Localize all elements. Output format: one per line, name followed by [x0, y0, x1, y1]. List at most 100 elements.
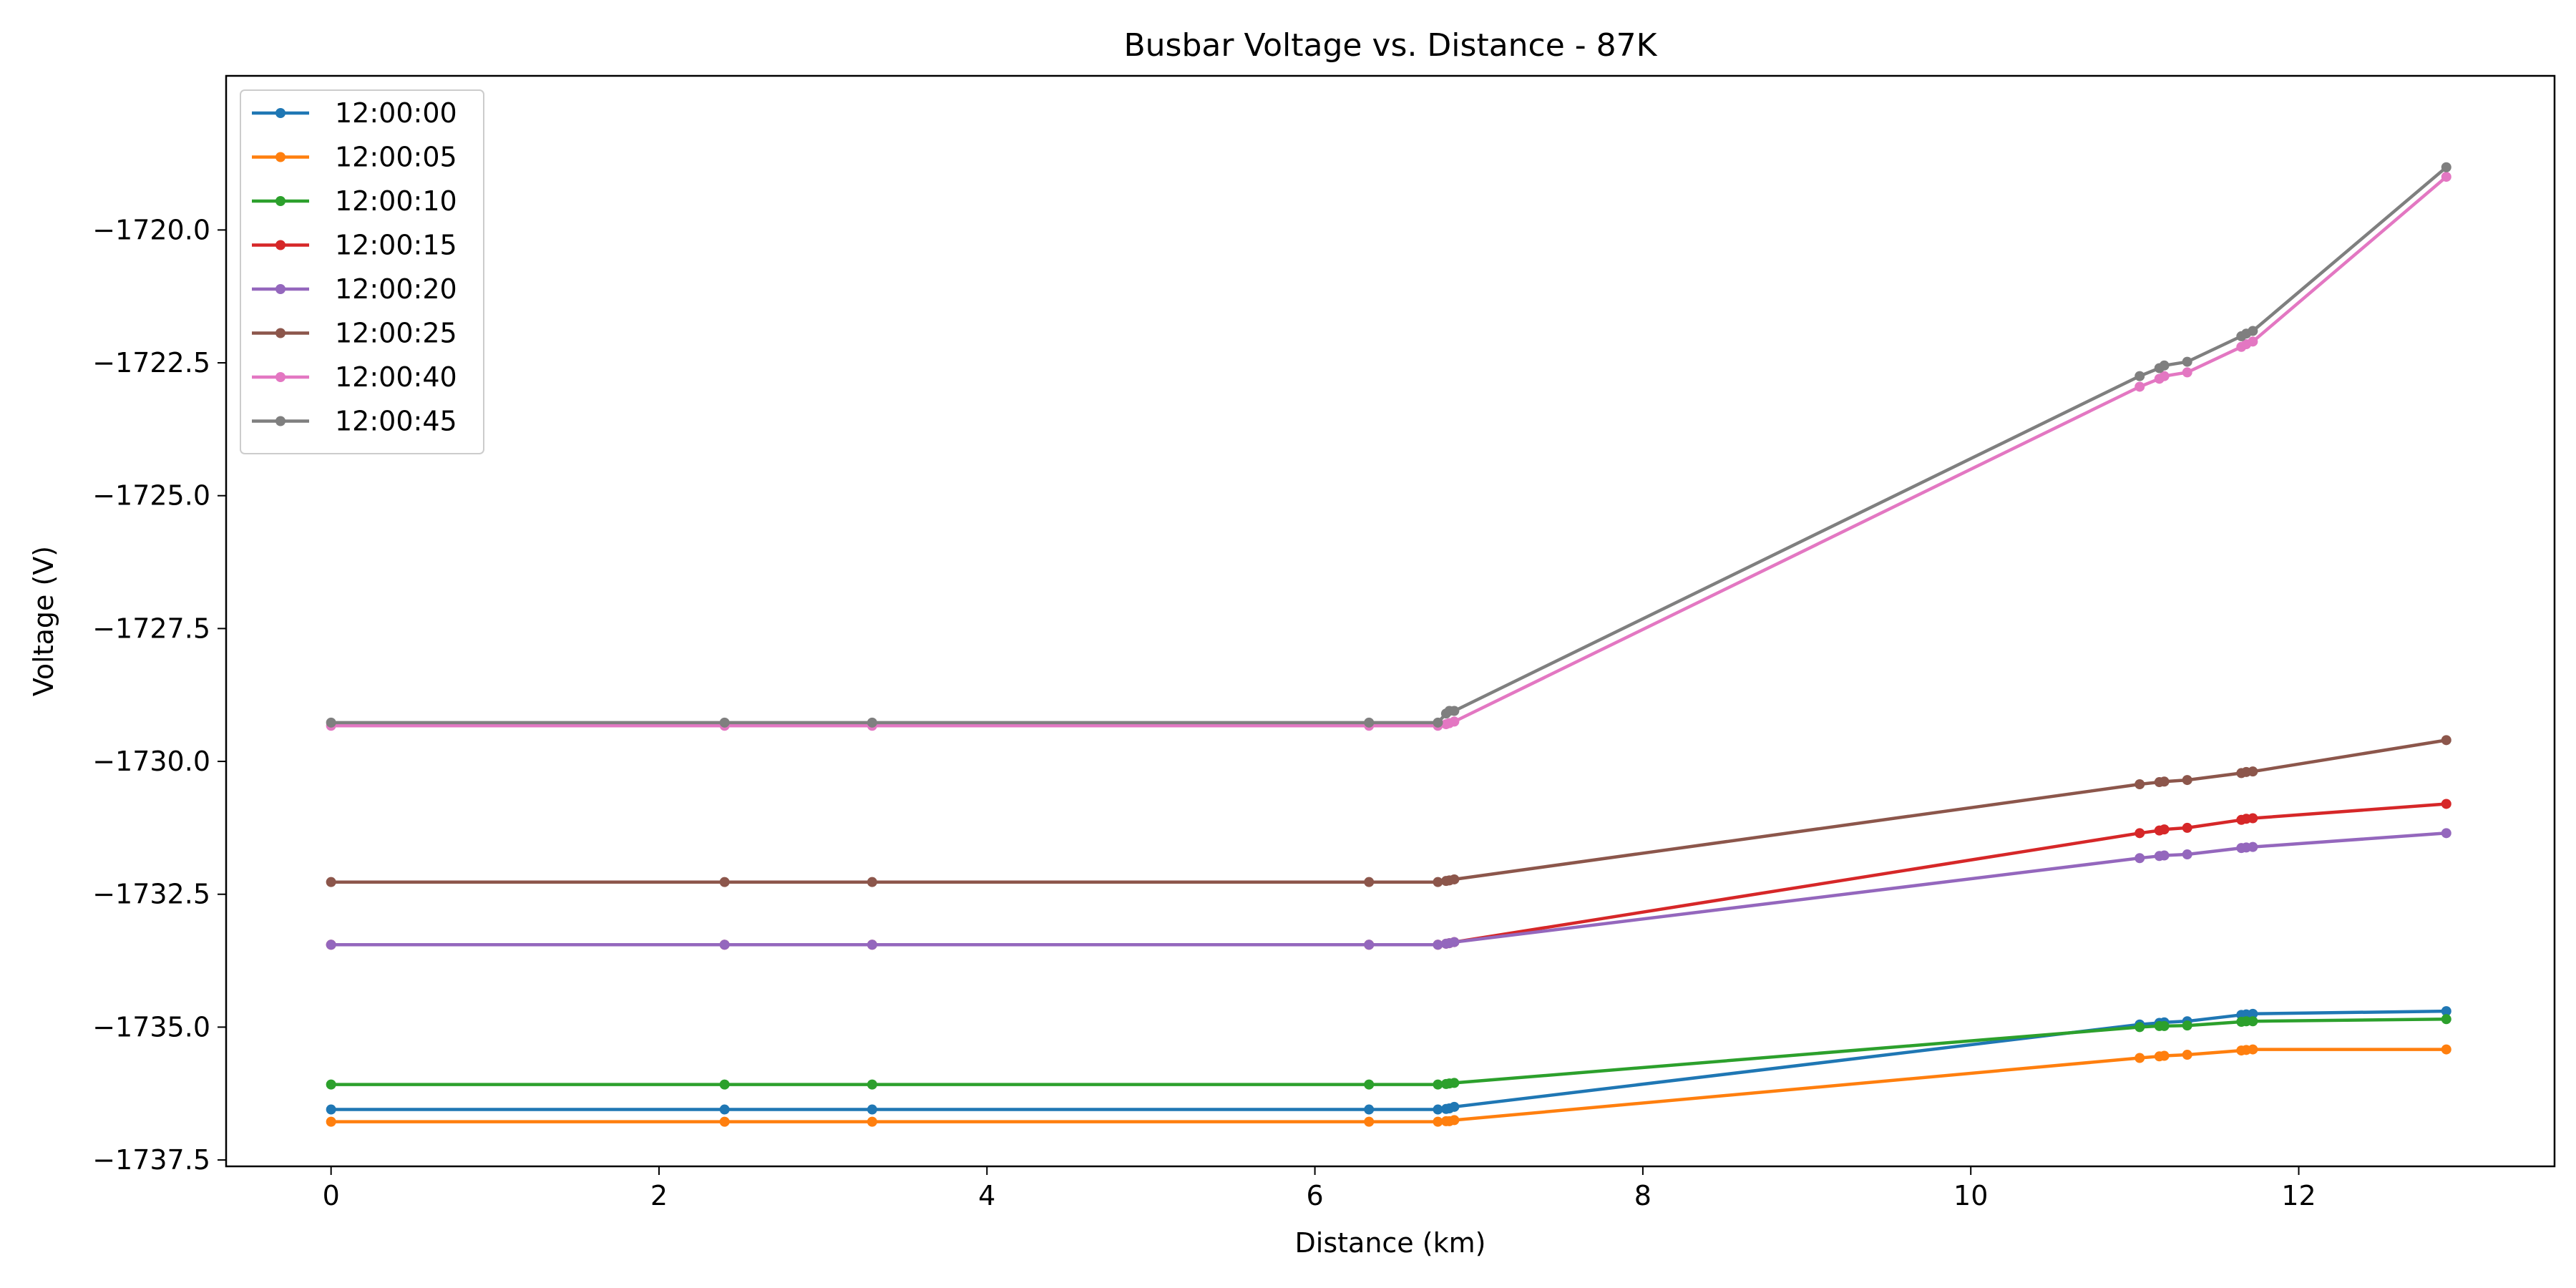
series-line	[331, 175, 2448, 728]
data-point	[326, 1104, 336, 1115]
data-point	[1433, 877, 1443, 887]
data-point	[326, 1079, 336, 1090]
plot-frame	[225, 74, 2556, 1168]
legend-label: 12:00:20	[335, 273, 457, 305]
data-point	[1449, 706, 1460, 716]
data-point	[2441, 799, 2451, 809]
legend-item: 12:00:15	[252, 230, 457, 261]
legend-marker	[275, 372, 286, 382]
data-point	[2159, 850, 2170, 861]
data-point	[2441, 162, 2451, 172]
data-point	[2182, 822, 2192, 833]
data-point	[867, 717, 877, 728]
series-12:00:00	[326, 1006, 2451, 1115]
x-tick-label: 12	[2281, 1180, 2316, 1211]
legend-marker	[275, 328, 286, 338]
legend-marker	[275, 240, 286, 250]
legend-marker	[275, 416, 286, 426]
data-point	[719, 877, 730, 887]
data-point	[1364, 717, 1375, 728]
data-point	[326, 940, 336, 950]
data-point	[2159, 824, 2170, 835]
x-tick-label: 8	[1634, 1180, 1652, 1211]
data-point	[2441, 172, 2451, 182]
series-line	[331, 831, 2446, 947]
data-point	[1449, 1115, 1460, 1126]
series-line	[331, 165, 2448, 725]
data-point	[2248, 766, 2258, 777]
data-point	[1449, 874, 1460, 884]
series-line	[331, 802, 2446, 947]
data-point	[2159, 371, 2170, 381]
data-point	[867, 940, 877, 950]
data-point	[719, 940, 730, 950]
x-tick-label: 4	[978, 1180, 995, 1211]
data-point	[326, 1116, 336, 1127]
data-point	[1449, 1078, 1460, 1088]
data-point	[2159, 1050, 2170, 1061]
x-tick-label: 0	[323, 1180, 340, 1211]
data-point	[1449, 937, 1460, 947]
data-point	[2182, 367, 2192, 378]
data-point	[1364, 1116, 1375, 1127]
data-point	[2182, 849, 2192, 860]
legend-item: 12:00:10	[252, 185, 457, 217]
series-12:00:40	[326, 172, 2451, 731]
data-point	[1433, 1104, 1443, 1115]
data-point	[1364, 877, 1375, 887]
x-tick-label: 2	[650, 1180, 668, 1211]
data-point	[2248, 841, 2258, 852]
series-12:00:10	[326, 1014, 2451, 1090]
data-point	[2248, 1044, 2258, 1055]
data-point	[867, 877, 877, 887]
data-point	[2135, 779, 2145, 790]
series-12:00:20	[326, 828, 2451, 950]
data-point	[2182, 1020, 2192, 1031]
series-12:00:15	[326, 799, 2451, 950]
legend-marker	[275, 152, 286, 162]
data-point	[2135, 381, 2145, 392]
data-point	[2182, 1050, 2192, 1060]
legend-label: 12:00:15	[335, 230, 457, 261]
data-point	[2135, 1053, 2145, 1063]
legend-label: 12:00:05	[335, 142, 457, 173]
data-point	[2441, 828, 2451, 839]
y-tick-label: −1725.0	[92, 480, 210, 512]
series-12:00:25	[326, 735, 2451, 887]
legend-marker	[275, 284, 286, 294]
y-tick-label: −1737.5	[92, 1144, 210, 1176]
legend-item: 12:00:45	[252, 406, 457, 437]
y-tick-label: −1730.0	[92, 746, 210, 777]
legend-label: 12:00:40	[335, 361, 457, 393]
series-12:00:05	[326, 1044, 2451, 1127]
data-point	[2441, 1006, 2451, 1017]
y-tick-label: −1735.0	[92, 1011, 210, 1043]
y-tick-label: −1727.5	[92, 613, 210, 644]
data-point	[867, 1116, 877, 1127]
legend-label: 12:00:45	[335, 406, 457, 437]
data-point	[1433, 1116, 1443, 1127]
data-point	[2159, 776, 2170, 787]
data-point	[2248, 336, 2258, 347]
legend-item: 12:00:40	[252, 361, 457, 393]
data-point	[1449, 1101, 1460, 1112]
series-12:00:45	[326, 162, 2451, 728]
legend-marker	[275, 196, 286, 206]
data-point	[1364, 1104, 1375, 1115]
legend-item: 12:00:20	[252, 273, 457, 305]
data-point	[326, 717, 336, 728]
data-point	[2135, 1022, 2145, 1033]
legend-label: 12:00:10	[335, 185, 457, 217]
chart-title: Busbar Voltage vs. Distance - 87K	[1123, 27, 1657, 64]
data-point	[2135, 371, 2145, 381]
data-point	[719, 1116, 730, 1127]
series-line	[331, 1018, 2446, 1086]
y-axis-ticks: −1737.5 −1735.0 −1732.5 −1730.0 −1727.5 −1725…	[92, 214, 226, 1176]
legend-marker	[275, 108, 286, 118]
data-point	[2248, 326, 2258, 336]
x-tick-label: 10	[1953, 1180, 1988, 1211]
legend-item: 12:00:05	[252, 142, 457, 173]
y-tick-label: −1732.5	[92, 879, 210, 910]
data-point	[2159, 1020, 2170, 1031]
x-tick-label: 6	[1306, 1180, 1323, 1211]
